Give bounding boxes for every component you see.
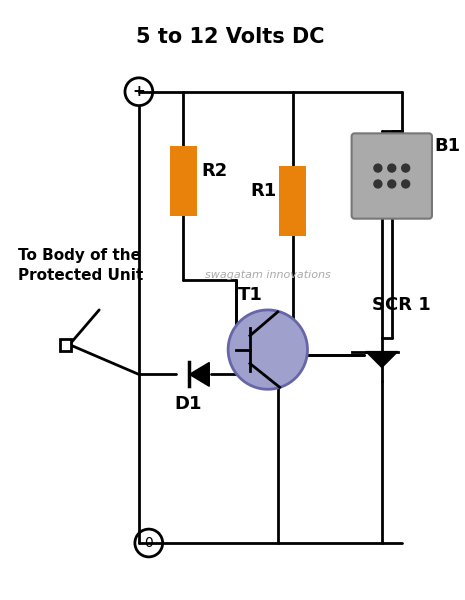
Bar bbox=[170, 146, 197, 215]
Circle shape bbox=[388, 180, 396, 188]
Circle shape bbox=[388, 164, 396, 172]
FancyBboxPatch shape bbox=[352, 133, 432, 218]
Circle shape bbox=[374, 180, 382, 188]
Text: swagatam innovations: swagatam innovations bbox=[205, 270, 331, 280]
Text: D1: D1 bbox=[175, 395, 202, 413]
Text: 5 to 12 Volts DC: 5 to 12 Volts DC bbox=[136, 27, 325, 47]
Text: R2: R2 bbox=[201, 162, 227, 180]
Bar bbox=[60, 338, 72, 350]
Bar bbox=[279, 166, 306, 236]
Polygon shape bbox=[366, 352, 398, 367]
Circle shape bbox=[402, 164, 410, 172]
Text: 0: 0 bbox=[145, 536, 153, 550]
Polygon shape bbox=[189, 362, 209, 386]
Circle shape bbox=[402, 180, 410, 188]
Text: B1: B1 bbox=[434, 137, 460, 155]
Text: +: + bbox=[133, 84, 145, 99]
Text: R1: R1 bbox=[251, 182, 277, 200]
Text: SCR 1: SCR 1 bbox=[372, 296, 431, 314]
Text: T1: T1 bbox=[238, 286, 263, 304]
Text: To Body of the
Protected Unit: To Body of the Protected Unit bbox=[18, 248, 143, 283]
Circle shape bbox=[374, 164, 382, 172]
Circle shape bbox=[228, 310, 307, 389]
